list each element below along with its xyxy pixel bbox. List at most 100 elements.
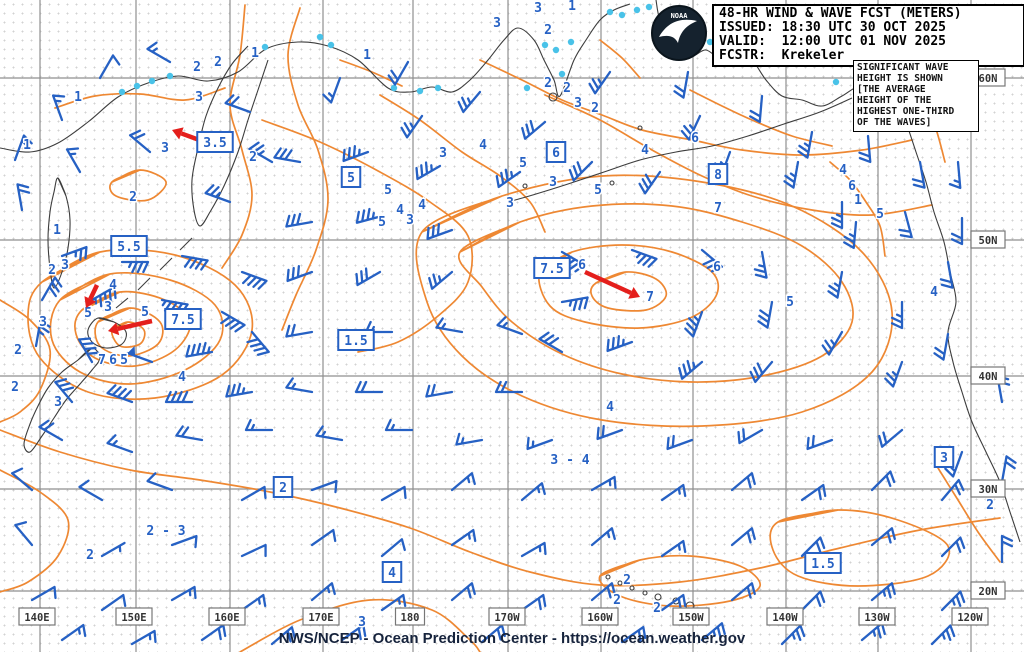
wave-height-box — [196, 131, 234, 153]
wind-barb — [426, 223, 454, 241]
contour-value-label: 3 — [406, 213, 414, 228]
sea-ice-dot — [606, 8, 614, 16]
contour-value-label: 3 - 4 — [550, 453, 589, 468]
storm-motion-arrowhead — [172, 127, 184, 140]
wind-barb — [939, 260, 954, 289]
wind-barb — [730, 582, 756, 602]
contour-value-label: 3 — [358, 615, 366, 630]
contour-value-label: 3 — [493, 16, 501, 31]
wave-height-value: 5.5 — [117, 240, 140, 255]
storm-motion-arrowhead — [108, 322, 120, 336]
wave-height-value: 3 — [940, 451, 948, 466]
longitude-label: 160E — [214, 612, 239, 624]
wind-barb — [315, 425, 344, 442]
latitude-label-box — [970, 366, 1006, 385]
wind-barb — [354, 380, 384, 394]
contour-value-label: 1 — [53, 223, 61, 238]
valid-line: VALID: 12:00 UTC 01 NOV 2025 — [719, 34, 946, 50]
wind-barb — [54, 378, 75, 404]
longitude-label: 170E — [308, 612, 333, 624]
wind-barb — [757, 300, 774, 329]
latitude-label: 60N — [979, 73, 998, 85]
longitude-label-box — [672, 607, 710, 626]
wind-barb — [415, 161, 442, 181]
latitude-label-box — [970, 479, 1006, 498]
latitude-label-box — [970, 581, 1006, 600]
wind-barb — [890, 300, 904, 330]
wind-barb — [146, 472, 174, 492]
wind-barb — [730, 472, 756, 492]
wind-barb — [185, 341, 214, 358]
wave-height-value: 3.5 — [203, 136, 226, 151]
wave-height-contour — [538, 244, 720, 329]
wind-barb — [380, 593, 407, 612]
wind-barb — [310, 479, 338, 494]
contour-value-label: 2 — [14, 343, 22, 358]
island — [605, 574, 611, 580]
wind-barb — [40, 276, 63, 302]
wind-barb — [538, 331, 564, 354]
island — [548, 92, 558, 102]
contour-value-label: 3 — [104, 300, 112, 315]
wind-barb — [749, 94, 764, 124]
wave-height-value: 5 — [347, 171, 355, 186]
wind-barb — [200, 623, 227, 642]
wind-barb — [684, 310, 704, 338]
contour-value-label: 2 — [591, 101, 599, 116]
wave-height-contour — [109, 169, 167, 202]
wave-height-value: 4 — [388, 566, 396, 581]
wave-height-contour — [415, 174, 894, 428]
chart-title: 48-HR WIND & WAVE FCST (METERS) — [719, 6, 962, 21]
contour-value-label: 5 — [594, 183, 602, 198]
contour-value-label: 4 — [606, 400, 614, 415]
island — [629, 585, 635, 591]
wind-barb — [170, 534, 198, 549]
wind-barb — [400, 114, 424, 139]
wind-barb — [16, 183, 31, 212]
longitude-label-box — [858, 607, 896, 626]
wind-barb — [1000, 534, 1014, 564]
storm-motion-arrow — [584, 269, 632, 295]
coastline — [115, 297, 129, 309]
wave-height-value: 1.5 — [344, 334, 367, 349]
contour-value-label: 7 — [98, 353, 106, 368]
wind-barb — [106, 434, 134, 454]
longitude-label-box — [208, 607, 246, 626]
sea-ice-dot — [618, 11, 626, 19]
issued-line: ISSUED: 18:30 UTC 30 OCT 2025 — [719, 20, 946, 36]
wind-barb — [780, 624, 806, 646]
wave-height-value: 7.5 — [540, 262, 563, 277]
wind-barb — [827, 270, 844, 299]
contour-value-label: 7 — [646, 290, 654, 305]
wind-barb — [800, 590, 826, 612]
latitude-label: 20N — [979, 586, 998, 598]
wind-barb — [98, 54, 121, 80]
wind-barb — [898, 210, 913, 239]
coastline — [137, 277, 151, 291]
contour-value-label: 2 — [563, 81, 571, 96]
wind-barb — [106, 384, 134, 404]
wind-barb — [753, 250, 768, 279]
longitude-label-box — [18, 607, 56, 626]
contour-value-label: 3 — [549, 175, 557, 190]
longitude-label-box — [951, 607, 989, 626]
wave-height-contour — [769, 509, 951, 587]
wind-barb — [678, 359, 704, 380]
wind-barb — [496, 316, 524, 336]
wave-height-box — [545, 141, 567, 163]
longitude-label: 160W — [587, 612, 613, 624]
noaa-logo-text: NOAA — [671, 12, 689, 20]
wind-barb — [240, 485, 267, 502]
wave-height-value: 6 — [552, 146, 560, 161]
wind-barb — [13, 134, 33, 162]
wind-barb — [146, 41, 172, 64]
contour-value-label: 3 — [534, 1, 542, 16]
contour-value-label: 5 — [120, 353, 128, 368]
storm-motion-arrowhead — [628, 286, 640, 299]
noaa-logo: NOAA — [649, 3, 709, 63]
storm-motion-arrowhead — [84, 296, 97, 308]
contour-value-label: 2 — [86, 548, 94, 563]
wave-height-contour — [937, 467, 1001, 563]
wind-barb — [730, 527, 756, 547]
